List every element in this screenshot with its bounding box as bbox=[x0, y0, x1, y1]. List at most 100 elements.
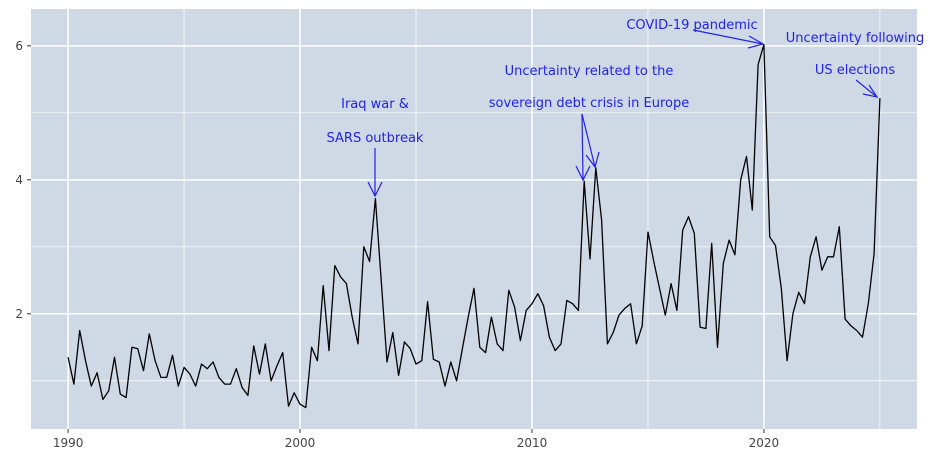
data-point bbox=[479, 347, 480, 348]
gridlines bbox=[31, 9, 917, 429]
data-point bbox=[311, 347, 312, 348]
data-point bbox=[120, 394, 121, 395]
data-point bbox=[775, 245, 776, 246]
data-point bbox=[207, 368, 208, 369]
y-tick-label: 2 bbox=[15, 307, 23, 321]
data-point bbox=[259, 373, 260, 374]
data-point bbox=[386, 361, 387, 362]
data-point bbox=[131, 347, 132, 348]
data-point bbox=[676, 310, 677, 311]
data-point bbox=[166, 377, 167, 378]
data-point bbox=[717, 347, 718, 348]
data-point bbox=[247, 395, 248, 396]
data-point bbox=[305, 407, 306, 408]
data-point bbox=[537, 293, 538, 294]
data-point bbox=[839, 226, 840, 227]
data-point bbox=[218, 377, 219, 378]
data-point bbox=[508, 290, 509, 291]
data-point bbox=[740, 179, 741, 180]
data-point bbox=[856, 330, 857, 331]
data-point bbox=[810, 256, 811, 257]
annotation-debt-crisis-line2: sovereign debt crisis in Europe bbox=[489, 96, 690, 111]
data-point bbox=[618, 315, 619, 316]
data-point bbox=[630, 303, 631, 304]
data-point bbox=[792, 313, 793, 314]
data-point bbox=[769, 236, 770, 237]
y-tick-label: 4 bbox=[15, 173, 23, 187]
data-point bbox=[410, 348, 411, 349]
data-point bbox=[520, 340, 521, 341]
data-point bbox=[879, 97, 880, 98]
data-point bbox=[125, 397, 126, 398]
data-point bbox=[172, 355, 173, 356]
annotation-iraq-line1: Iraq war & bbox=[341, 97, 409, 112]
data-point bbox=[688, 216, 689, 217]
data-point bbox=[79, 330, 80, 331]
data-point bbox=[502, 350, 503, 351]
annotation-arrowhead-debt-1 bbox=[575, 165, 591, 182]
data-point bbox=[346, 283, 347, 284]
data-point bbox=[282, 352, 283, 353]
x-tick-label: 2010 bbox=[517, 436, 548, 450]
data-point bbox=[102, 399, 103, 400]
data-point bbox=[85, 360, 86, 361]
data-point bbox=[352, 317, 353, 318]
data-point bbox=[816, 236, 817, 237]
data-point bbox=[758, 64, 759, 65]
data-point bbox=[555, 350, 556, 351]
annotation-arrowhead-iraq bbox=[367, 181, 383, 198]
data-point bbox=[340, 276, 341, 277]
data-point bbox=[178, 386, 179, 387]
data-point bbox=[427, 301, 428, 302]
data-point bbox=[729, 240, 730, 241]
data-point bbox=[73, 384, 74, 385]
data-point bbox=[705, 328, 706, 329]
data-point bbox=[804, 303, 805, 304]
data-point bbox=[665, 315, 666, 316]
data-point bbox=[798, 292, 799, 293]
plot-panel bbox=[31, 9, 917, 429]
data-point bbox=[572, 303, 573, 304]
data-point bbox=[154, 360, 155, 361]
annotation-iraq-line2: SARS outbreak bbox=[327, 131, 424, 146]
data-point bbox=[415, 363, 416, 364]
data-point bbox=[462, 348, 463, 349]
data-point bbox=[497, 343, 498, 344]
data-point bbox=[276, 365, 277, 366]
data-point bbox=[526, 310, 527, 311]
data-point bbox=[392, 332, 393, 333]
data-point bbox=[299, 404, 300, 405]
data-point bbox=[91, 386, 92, 387]
annotation-arrow-debt-1 bbox=[581, 113, 584, 181]
data-point bbox=[601, 219, 602, 220]
data-point bbox=[578, 310, 579, 311]
data-point bbox=[850, 325, 851, 326]
data-point bbox=[613, 332, 614, 333]
data-point bbox=[781, 288, 782, 289]
data-point bbox=[288, 406, 289, 407]
data-point bbox=[137, 348, 138, 349]
data-point bbox=[363, 246, 364, 247]
data-point bbox=[468, 317, 469, 318]
axes: 1990 2000 2010 2020 2 4 6 bbox=[15, 39, 779, 450]
data-point bbox=[189, 373, 190, 374]
data-point bbox=[265, 343, 266, 344]
data-point bbox=[584, 181, 585, 182]
data-point bbox=[439, 361, 440, 362]
data-point bbox=[328, 350, 329, 351]
data-point bbox=[491, 317, 492, 318]
data-point bbox=[236, 368, 237, 369]
annotation-debt-crisis-line1: Uncertainty related to the bbox=[505, 64, 674, 79]
data-point bbox=[642, 325, 643, 326]
data-point bbox=[97, 372, 98, 373]
data-point bbox=[230, 384, 231, 385]
data-point bbox=[201, 363, 202, 364]
data-point bbox=[450, 361, 451, 362]
data-point bbox=[543, 305, 544, 306]
annotation-arrow-us-elections bbox=[855, 79, 878, 98]
annotation-covid: COVID-19 pandemic bbox=[626, 18, 757, 33]
data-point bbox=[294, 392, 295, 393]
data-point bbox=[485, 352, 486, 353]
data-point bbox=[114, 357, 115, 358]
data-point bbox=[160, 377, 161, 378]
